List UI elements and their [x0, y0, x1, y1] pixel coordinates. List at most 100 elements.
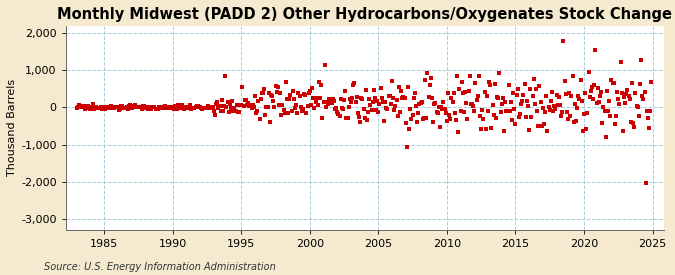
Point	[570, 101, 580, 106]
Point	[537, 106, 548, 110]
Point	[211, 102, 221, 106]
Point	[232, 103, 242, 107]
Point	[425, 76, 436, 81]
Point	[543, 104, 554, 109]
Point	[504, 109, 515, 113]
Point	[450, 110, 460, 115]
Point	[578, 112, 589, 116]
Point	[143, 106, 154, 110]
Point	[85, 106, 96, 111]
Point	[259, 87, 269, 92]
Point	[283, 111, 294, 116]
Point	[108, 104, 119, 109]
Point	[136, 107, 147, 111]
Point	[389, 108, 400, 112]
Point	[344, 104, 354, 109]
Point	[636, 57, 647, 62]
Point	[318, 100, 329, 104]
Point	[184, 103, 195, 108]
Point	[311, 95, 322, 100]
Point	[332, 110, 343, 115]
Point	[570, 119, 581, 123]
Point	[593, 86, 603, 90]
Point	[349, 81, 360, 85]
Point	[341, 116, 352, 120]
Point	[130, 103, 140, 107]
Point	[433, 105, 444, 109]
Point	[250, 111, 261, 115]
Point	[453, 130, 464, 134]
Point	[103, 105, 114, 109]
Point	[405, 107, 416, 111]
Point	[202, 106, 213, 110]
Point	[502, 109, 513, 113]
Point	[489, 82, 500, 87]
Point	[387, 79, 398, 83]
Point	[212, 100, 223, 104]
Point	[466, 102, 477, 106]
Point	[531, 87, 541, 92]
Point	[229, 105, 240, 110]
Point	[626, 120, 637, 124]
Point	[329, 99, 340, 103]
Point	[113, 108, 124, 112]
Point	[440, 111, 451, 115]
Point	[402, 145, 412, 149]
Point	[585, 89, 596, 94]
Point	[452, 74, 462, 78]
Point	[244, 104, 254, 108]
Point	[547, 109, 558, 114]
Point	[392, 98, 402, 103]
Point	[95, 106, 105, 111]
Point	[352, 111, 363, 116]
Point	[80, 104, 91, 108]
Point	[298, 107, 308, 112]
Point	[514, 114, 524, 119]
Point	[362, 118, 373, 122]
Point	[356, 96, 367, 100]
Point	[285, 93, 296, 98]
Point	[348, 83, 358, 87]
Point	[639, 90, 650, 94]
Point	[485, 83, 495, 87]
Point	[455, 109, 466, 113]
Point	[461, 101, 472, 106]
Point	[483, 109, 493, 113]
Point	[500, 100, 510, 104]
Point	[235, 102, 246, 107]
Point	[204, 106, 215, 111]
Point	[102, 106, 113, 111]
Point	[336, 106, 347, 110]
Point	[165, 106, 176, 111]
Point	[400, 121, 411, 125]
Point	[315, 96, 325, 100]
Point	[615, 59, 626, 64]
Point	[443, 113, 454, 117]
Point	[398, 95, 409, 99]
Point	[319, 63, 330, 67]
Point	[126, 106, 137, 110]
Point	[365, 103, 376, 107]
Point	[512, 86, 523, 91]
Point	[119, 106, 130, 110]
Point	[608, 81, 619, 86]
Point	[431, 110, 442, 114]
Point	[207, 105, 218, 109]
Point	[358, 107, 369, 111]
Point	[494, 71, 505, 75]
Point	[563, 117, 574, 122]
Point	[200, 105, 211, 110]
Point	[164, 105, 175, 110]
Point	[403, 85, 414, 89]
Point	[533, 123, 543, 128]
Point	[608, 81, 618, 85]
Point	[246, 106, 257, 110]
Point	[265, 93, 276, 97]
Point	[149, 105, 160, 109]
Point	[380, 100, 391, 104]
Point	[237, 85, 248, 90]
Point	[242, 103, 252, 107]
Point	[423, 95, 434, 99]
Point	[117, 104, 128, 109]
Point	[632, 104, 643, 109]
